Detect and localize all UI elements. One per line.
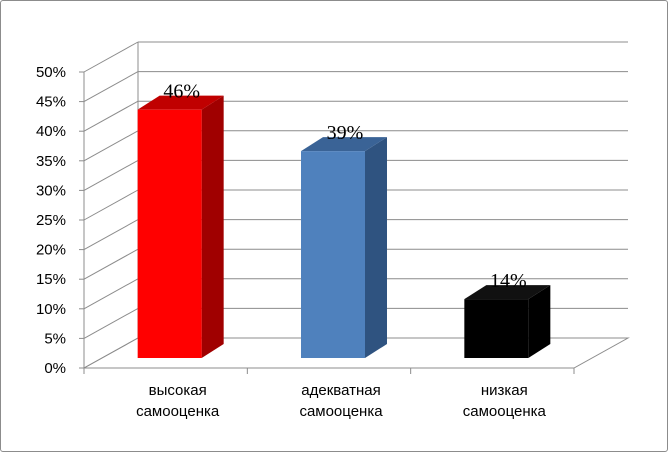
bar-side — [365, 137, 387, 358]
gridline-side — [83, 307, 139, 339]
x-category-label: низкая — [481, 382, 528, 399]
bar-front — [464, 299, 529, 358]
y-tick-label: 15% — [36, 271, 66, 288]
y-tick-label: 40% — [36, 123, 66, 140]
gridline-side — [83, 71, 139, 103]
data-label: 46% — [163, 81, 200, 103]
y-tick-label: 35% — [36, 153, 66, 170]
gridline-side — [83, 100, 139, 132]
y-tick-label: 25% — [36, 212, 66, 229]
y-tick-label: 30% — [36, 182, 66, 199]
gridline-side — [83, 219, 139, 251]
bar-side — [528, 285, 551, 358]
gridline-side — [83, 248, 139, 280]
bar-1 — [137, 95, 224, 359]
axes — [79, 71, 630, 374]
gridline-side — [83, 189, 139, 221]
y-tick-label: 20% — [36, 242, 66, 259]
x-category-label: самооценка — [299, 403, 383, 420]
x-category-label: самооценка — [463, 403, 547, 420]
bar-top — [301, 137, 387, 152]
bar-side — [201, 95, 224, 359]
bar-front — [137, 109, 202, 359]
x-category-label: высокая — [149, 382, 207, 399]
gridline-side — [83, 159, 139, 191]
data-label: 39% — [327, 122, 364, 144]
labels: 0% 5% 10% 15% 20% 25% 30% 35% 40% 45% 50% 46% высока… — [36, 64, 547, 420]
x-category-label: самооценка — [136, 403, 220, 420]
y-tick-label: 0% — [44, 360, 66, 377]
bar-top — [464, 285, 551, 300]
gridline-side — [83, 130, 139, 162]
y-tick-label: 5% — [44, 330, 66, 347]
bar-3 — [464, 285, 551, 358]
bars — [137, 95, 551, 359]
x-category-label: адекватная — [301, 382, 380, 399]
bar-front — [301, 151, 365, 358]
bar-2 — [301, 137, 387, 358]
gridline-side — [83, 41, 139, 73]
y-tick-label: 50% — [36, 64, 66, 81]
y-tick-label: 10% — [36, 301, 66, 318]
gridline-side — [83, 278, 139, 310]
data-label: 14% — [490, 270, 527, 292]
y-tick-label: 45% — [36, 94, 66, 111]
bar-top — [137, 95, 224, 110]
